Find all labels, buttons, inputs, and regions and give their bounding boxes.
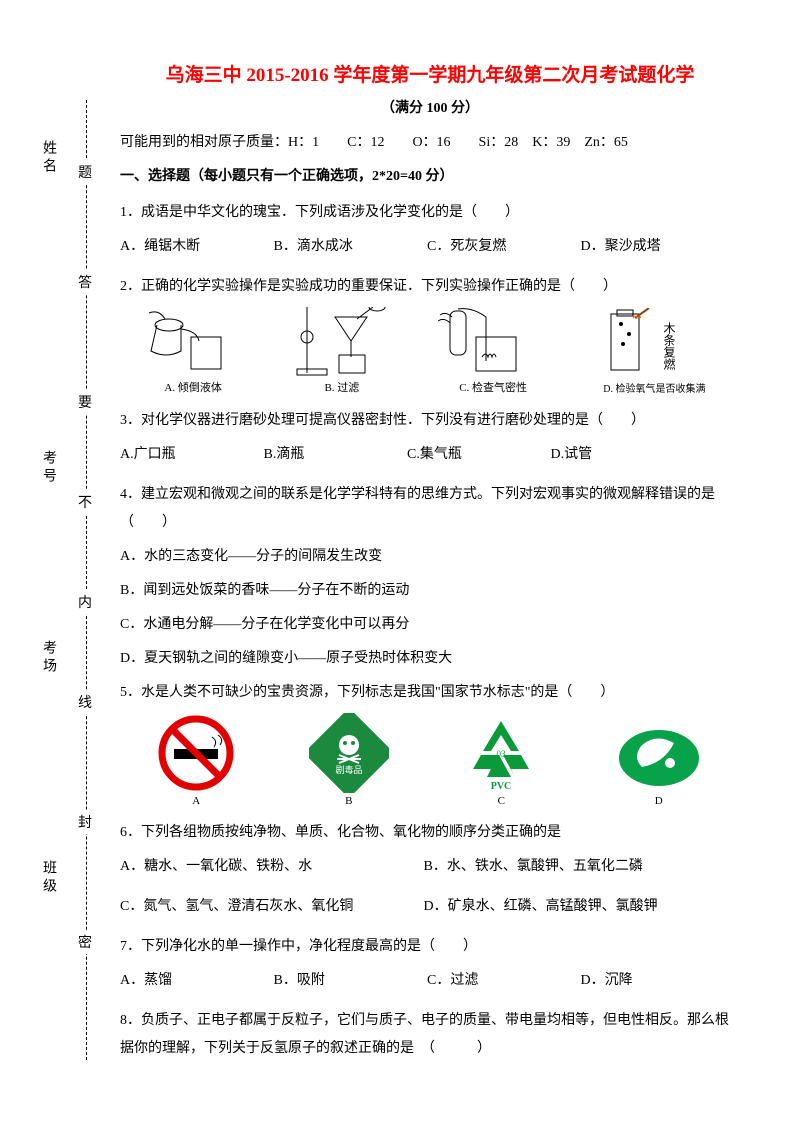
q3-text: 3．对化学仪器进行磨砂处理可提高仪器密封性．下列没有进行磨砂处理的是（ ） — [120, 407, 740, 435]
q5-img-c: 03 PVC C — [461, 713, 541, 807]
q7-d: D．沉降 — [581, 967, 731, 995]
q6-b: B．水、铁水、氯酸钾、五氧化二磷 — [424, 853, 724, 881]
q2-img-b: B. 过滤 — [287, 307, 397, 395]
exam-title: 乌海三中 2015-2016 学年度第一学期九年级第二次月考试题化学 — [120, 60, 740, 87]
q5-img-b: 剧毒品 B — [309, 713, 389, 807]
q2-label-d: D. 检验氧气是否收集满 — [603, 380, 705, 395]
q4-text: 4．建立宏观和微观之间的联系是化学学科特有的思维方式。下列对宏观事实的微观解释错… — [120, 481, 740, 537]
q1-c: C．死灰复燃 — [427, 233, 577, 261]
q4-c: C．水通电分解——分子在化学变化中可以再分 — [120, 611, 740, 639]
filter-icon — [287, 307, 397, 377]
q5-label-a: A — [192, 795, 200, 807]
q6-options-2: C．氮气、氢气、澄清石灰水、氧化铜 D．矿泉水、红磷、高锰酸钾、氯酸钾 — [120, 893, 740, 921]
full-score: （满分 100 分） — [120, 97, 740, 117]
q5-label-c: C — [498, 795, 505, 807]
q2-label-d-text: 检验氧气是否收集满 — [615, 384, 705, 395]
q5-images: A 剧毒品 B 03 PVC C — [120, 713, 740, 807]
q2-img-c: C. 检查气密性 — [438, 307, 548, 395]
q8-text: 8．负质子、正电子都属于反粒子，它们与质子、电子的质量、带电量均相等，但电性相反… — [120, 1007, 740, 1063]
q6-a: A．糖水、一氧化碳、铁粉、水 — [120, 853, 420, 881]
dashed-line — [86, 100, 87, 1060]
q5-text: 5．水是人类不可缺少的宝贵资源，下列标志是我国"国家节水标志"的是（ ） — [120, 679, 740, 707]
seal-char: 要 — [78, 390, 92, 414]
q2-label-c: C. 检查气密性 — [459, 379, 527, 395]
q2-img-a: A. 倾倒液体 — [141, 307, 246, 395]
seal-char: 密 — [78, 930, 92, 954]
q3-c: C.集气瓶 — [407, 441, 547, 469]
q7-options: A．蒸馏 B．吸附 C．过滤 D．沉降 — [120, 967, 740, 995]
pour-liquid-icon — [141, 307, 246, 377]
recycle-icon: 03 PVC — [461, 713, 541, 793]
side-label-class: 班级 — [38, 860, 58, 896]
side-label-exam-id: 考号 — [38, 450, 58, 486]
q1-text: 1．成语是中华文化的瑰宝．下列成语涉及化学变化的是（ ） — [120, 199, 740, 227]
q1-d: D．聚沙成塔 — [581, 233, 731, 261]
pvc-num: 03 — [497, 749, 507, 759]
q7-text: 7．下列净化水的单一操作中，净化程度最高的是（ ） — [120, 933, 740, 961]
q6-c: C．氮气、氢气、澄清石灰水、氧化铜 — [120, 893, 420, 921]
no-smoking-icon — [156, 713, 236, 793]
q5-label-b: B — [345, 795, 352, 807]
q2-text: 2．正确的化学实验操作是实验成功的重要保证．下列实验操作正确的是（ ） — [120, 273, 740, 301]
toxin-text: 剧毒品 — [335, 764, 362, 775]
oxygen-check-icon: 木条复燃 — [589, 308, 719, 378]
q4-a: A．水的三态变化——分子的间隔发生改变 — [120, 543, 740, 571]
q7-c: C．过滤 — [427, 967, 577, 995]
seal-char: 不 — [78, 490, 92, 514]
q2-img-d: 木条复燃 D. 检验氧气是否收集满 — [589, 308, 719, 395]
wood-relight-label: 木条复燃 — [662, 322, 676, 370]
q6-options-1: A．糖水、一氧化碳、铁粉、水 B．水、铁水、氯酸钾、五氧化二磷 — [120, 853, 740, 881]
page-content: 乌海三中 2015-2016 学年度第一学期九年级第二次月考试题化学 （满分 1… — [120, 60, 740, 1069]
q2-images: A. 倾倒液体 B. 过滤 — [120, 307, 740, 395]
q6-text: 6．下列各组物质按纯净物、单质、化合物、氧化物的顺序分类正确的是 — [120, 819, 740, 847]
q1-a: A．绳锯木断 — [120, 233, 270, 261]
seal-char: 内 — [78, 590, 92, 614]
q4-d: D．夏天钢轨之间的缝隙变小——原子受热时体积变大 — [120, 645, 740, 673]
seal-char: 答 — [78, 270, 92, 294]
q5-img-a: A — [156, 713, 236, 807]
q4-b: B．闻到远处饭菜的香味——分子在不断的运动 — [120, 577, 740, 605]
q3-a: A.广口瓶 — [120, 441, 260, 469]
q3-b: B.滴瓶 — [264, 441, 404, 469]
q2-label-a: A. 倾倒液体 — [164, 379, 221, 395]
seal-char: 题 — [78, 160, 92, 184]
binding-strip: 姓名 考号 考场 班级 题 答 要 不 内 线 封 密 — [38, 100, 98, 1060]
section-1-header: 一、选择题（每小题只有一个正确选项，2*20=40 分） — [120, 165, 740, 185]
q2-label-b: B. 过滤 — [324, 379, 359, 395]
q6-d: D．矿泉水、红磷、高锰酸钾、氯酸钾 — [424, 893, 724, 921]
q3-d: D.试管 — [551, 441, 691, 469]
seal-char: 线 — [78, 690, 92, 714]
q3-options: A.广口瓶 B.滴瓶 C.集气瓶 D.试管 — [120, 441, 740, 469]
side-label-name: 姓名 — [38, 140, 58, 176]
q7-b: B．吸附 — [274, 967, 424, 995]
toxic-icon: 剧毒品 — [309, 713, 389, 793]
q5-img-d: D — [614, 723, 704, 807]
q7-a: A．蒸馏 — [120, 967, 270, 995]
seal-char: 封 — [78, 810, 92, 834]
water-saving-icon — [614, 723, 704, 793]
q5-label-d: D — [655, 795, 663, 807]
atomic-masses: 可能用到的相对原子质量：H：1 C：12 O：16 Si：28 K：39 Zn：… — [120, 131, 740, 151]
airtightness-icon — [438, 307, 548, 377]
side-label-room: 考场 — [38, 640, 58, 676]
q1-b: B．滴水成冰 — [274, 233, 424, 261]
q1-options: A．绳锯木断 B．滴水成冰 C．死灰复燃 D．聚沙成塔 — [120, 233, 740, 261]
pvc-text: PVC — [491, 781, 512, 792]
